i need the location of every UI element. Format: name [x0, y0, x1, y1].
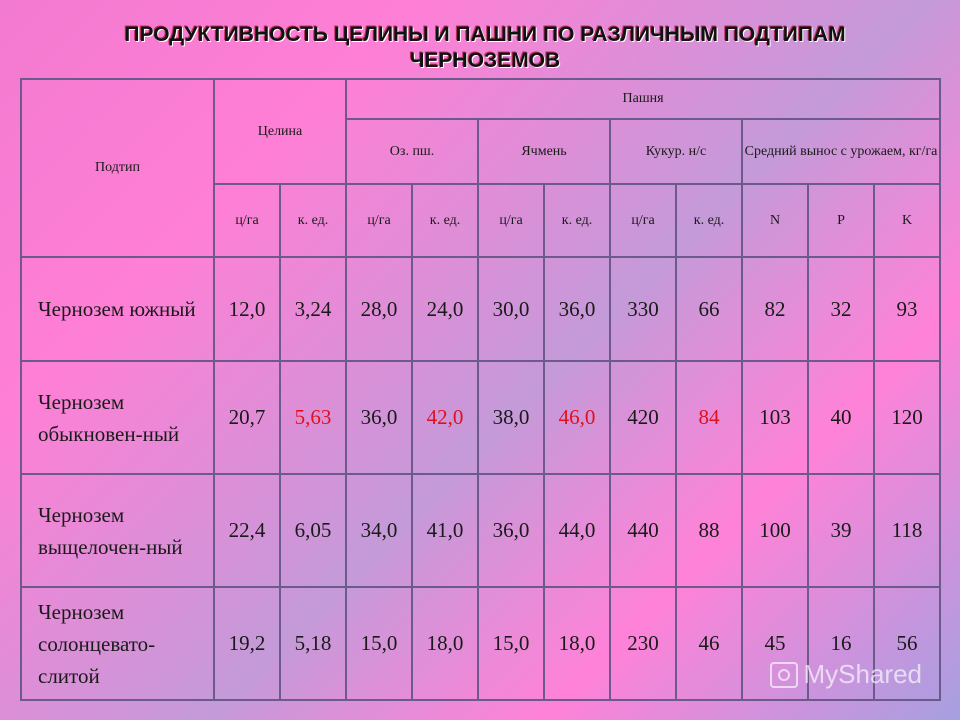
header-arable: Пашня: [345, 78, 942, 120]
header-removal: Средний вынос с урожаем, кг/га: [741, 118, 942, 185]
camera-icon: [769, 661, 798, 688]
header-barley: Ячмень: [477, 118, 612, 185]
value-cell: 46: [675, 586, 744, 701]
unit-cell: к. ед.: [675, 183, 744, 258]
value-cell: 36,0: [477, 473, 546, 588]
value-cell: 30,0: [477, 256, 546, 362]
unit-cell: K: [873, 183, 942, 258]
productivity-table: Подтип Целина Пашня Оз. пш. Ячмень Кукур…: [20, 78, 942, 701]
unit-cell: к. ед.: [543, 183, 612, 258]
unit-cell: ц/га: [477, 183, 546, 258]
table-row: Чернозем обыкновен-ный 20,7 5,63 36,0 42…: [20, 360, 942, 475]
unit-cell: P: [807, 183, 876, 258]
value-cell: 440: [609, 473, 678, 588]
value-cell: 20,7: [213, 360, 281, 475]
table-row: Чернозем солонцевато-слитой 19,2 5,18 15…: [20, 586, 942, 701]
watermark: MyShared: [769, 659, 923, 690]
value-cell: 3,24: [278, 256, 348, 362]
value-cell: 36,0: [543, 256, 612, 362]
value-cell: 15,0: [345, 586, 414, 701]
unit-cell: N: [741, 183, 810, 258]
value-cell: 45: [741, 586, 810, 701]
table-row: Чернозем выщелочен-ный 22,4 6,05 34,0 41…: [20, 473, 942, 588]
value-cell: 118: [873, 473, 942, 588]
header-winter-wheat: Оз. пш.: [345, 118, 480, 185]
value-cell: 6,05: [278, 473, 348, 588]
unit-cell: ц/га: [213, 183, 281, 258]
value-cell: 230: [609, 586, 678, 701]
value-cell: 330: [609, 256, 678, 362]
unit-cell: к. ед.: [411, 183, 480, 258]
table-row: Чернозем южный 12,0 3,24 28,0 24,0 30,0 …: [20, 256, 942, 362]
value-cell: 16: [807, 586, 876, 701]
value-cell: 18,0: [411, 586, 480, 701]
row-name: Чернозем солонцевато-слитой: [20, 586, 215, 701]
unit-cell: к. ед.: [278, 183, 348, 258]
watermark-text: MyShared: [803, 659, 923, 689]
value-cell-highlight: 42,0: [411, 360, 480, 475]
value-cell: 36,0: [345, 360, 414, 475]
value-cell: 15,0: [477, 586, 546, 701]
value-cell: 88: [675, 473, 744, 588]
value-cell: 56: [873, 586, 942, 701]
page-title: ПРОДУКТИВНОСТЬ ЦЕЛИНЫ И ПАШНИ ПО РАЗЛИЧН…: [124, 23, 846, 72]
value-cell: 82: [741, 256, 810, 362]
value-cell: 32: [807, 256, 876, 362]
value-cell: 24,0: [411, 256, 480, 362]
value-cell: 93: [873, 256, 942, 362]
value-cell: 420: [609, 360, 678, 475]
header-virgin: Целина: [212, 78, 348, 185]
value-cell: 18,0: [543, 586, 612, 701]
value-cell: 38,0: [477, 360, 546, 475]
value-cell-highlight: 5,63: [278, 360, 348, 475]
value-cell: 22,4: [213, 473, 281, 588]
value-cell: 66: [675, 256, 744, 362]
value-cell: 41,0: [411, 473, 480, 588]
value-cell: 28,0: [345, 256, 414, 362]
value-cell: 39: [807, 473, 876, 588]
value-cell: 100: [741, 473, 810, 588]
value-cell: 34,0: [345, 473, 414, 588]
value-cell: 44,0: [543, 473, 612, 588]
value-cell: 103: [741, 360, 810, 475]
row-name: Чернозем выщелочен-ный: [20, 473, 215, 588]
value-cell: 120: [873, 360, 942, 475]
header-subtype: Подтип: [20, 78, 215, 258]
value-cell: 5,18: [278, 586, 348, 701]
value-cell: 19,2: [213, 586, 281, 701]
value-cell-highlight: 46,0: [543, 360, 612, 475]
row-name: Чернозем обыкновен-ный: [20, 360, 215, 475]
value-cell: 12,0: [213, 256, 281, 362]
value-cell: 40: [807, 360, 876, 475]
unit-cell: ц/га: [345, 183, 414, 258]
header-corn: Кукур. н/с: [609, 118, 744, 185]
value-cell-highlight: 84: [675, 360, 744, 475]
unit-cell: ц/га: [609, 183, 678, 258]
row-name: Чернозем южный: [20, 256, 215, 362]
